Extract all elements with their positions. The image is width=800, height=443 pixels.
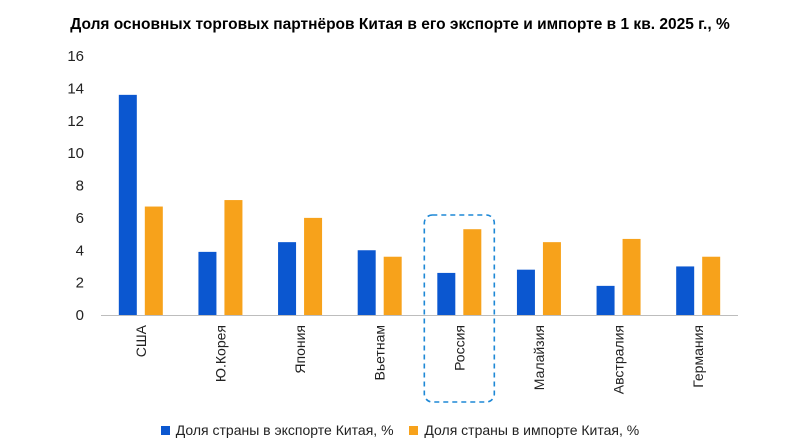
- bar-import: [304, 217, 323, 315]
- y-tick-label: 0: [76, 307, 84, 324]
- bar-import: [542, 242, 561, 315]
- y-tick-label: 2: [76, 275, 84, 292]
- y-tick-label: 14: [67, 80, 84, 97]
- bar-export: [198, 251, 217, 315]
- bar-import: [224, 200, 243, 315]
- category-label: Малайзия: [531, 325, 547, 390]
- bar-export: [676, 266, 695, 315]
- y-tick-label: 16: [67, 48, 84, 65]
- category-label: Германия: [690, 325, 706, 388]
- bar-import: [622, 238, 641, 315]
- bars: [118, 94, 721, 315]
- category-label: Россия: [451, 325, 467, 371]
- y-tick-label: 8: [76, 178, 84, 195]
- bar-export: [516, 269, 535, 315]
- category-labels: США Ю.Корея Япония Вьетнам Россия Малайзия Авс…: [133, 324, 706, 394]
- bar-import: [702, 256, 721, 315]
- category-label: Япония: [292, 325, 308, 374]
- bar-import: [463, 229, 482, 315]
- category-label: Вьетнам: [372, 325, 388, 381]
- category-label: Ю.Корея: [212, 325, 228, 382]
- category-label: США: [133, 324, 149, 357]
- legend: Доля страны в экспорте Китая, % Доля стр…: [0, 422, 800, 438]
- bar-import: [383, 256, 402, 315]
- y-tick-label: 10: [67, 145, 84, 162]
- y-axis-ticks: 0 2 4 6 8 10 12 14 16: [67, 48, 84, 324]
- y-tick-label: 12: [67, 113, 84, 130]
- legend-item-export: Доля страны в экспорте Китая, %: [160, 422, 394, 438]
- bar-export: [596, 285, 615, 315]
- bar-export: [118, 94, 137, 315]
- bar-export: [357, 250, 376, 315]
- y-tick-label: 6: [76, 210, 84, 227]
- bar-import: [144, 206, 163, 315]
- chart-title: Доля основных торговых партнёров Китая в…: [70, 16, 730, 33]
- category-label: Австралия: [611, 325, 627, 394]
- legend-label-export: Доля страны в экспорте Китая, %: [175, 422, 394, 438]
- y-tick-label: 4: [76, 242, 84, 259]
- legend-swatch-export: [160, 426, 170, 435]
- bar-export: [278, 242, 297, 315]
- legend-label-import: Доля страны в импорте Китая, %: [424, 422, 640, 438]
- highlight-box-russia: [423, 214, 496, 403]
- legend-item-import: Доля страны в импорте Китая, %: [409, 422, 639, 438]
- legend-swatch-import: [409, 426, 419, 435]
- bar-export: [437, 272, 456, 315]
